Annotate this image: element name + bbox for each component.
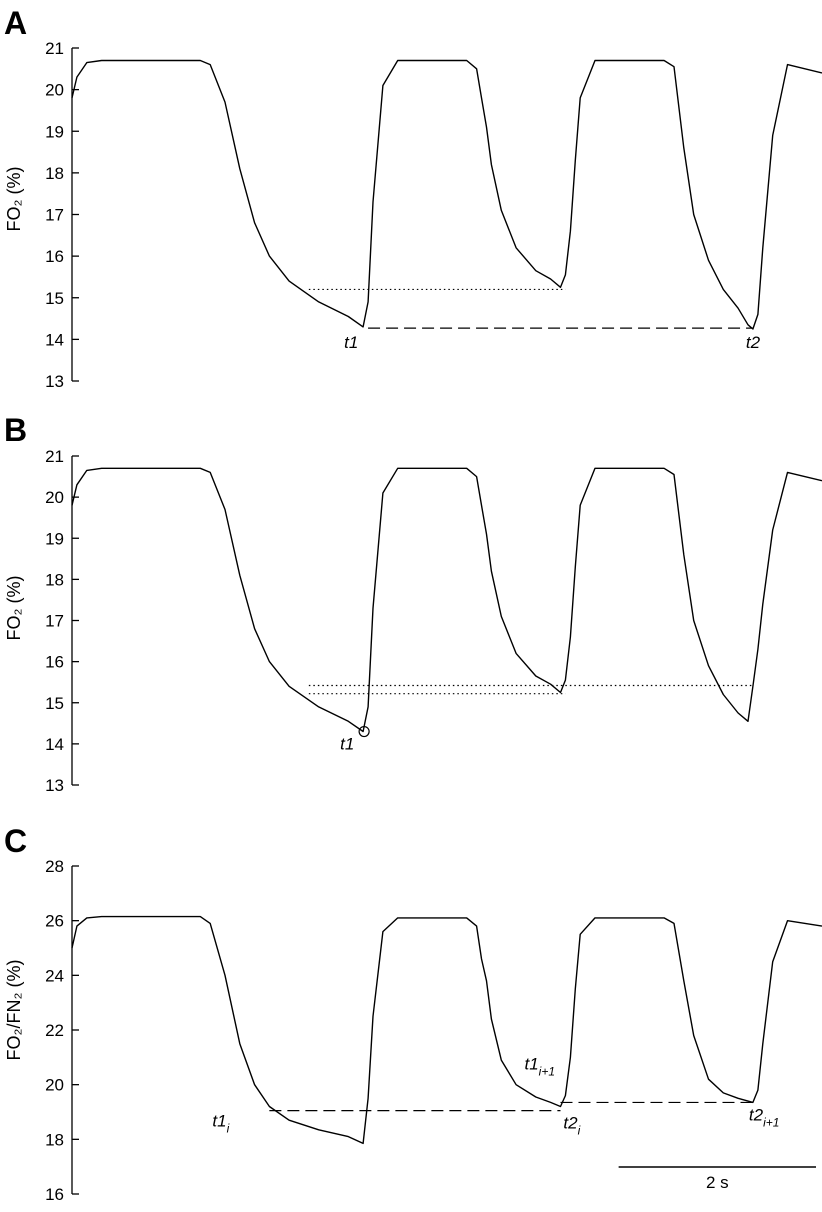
panel-b-y-tick-label: 14 [45,735,64,754]
panel-b-y-tick-label: 13 [45,776,64,795]
panel-a-y-tick-label: 13 [45,372,64,391]
panel-c-y-axis-label: FO₂/FN₂ (%) [4,960,24,1061]
panel-a-y-tick-label: 15 [45,289,64,308]
panel-a-point-label: t2 [746,333,761,352]
panel-a-letter: A [4,5,27,41]
panel-a-y-tick-label: 16 [45,247,64,266]
panel-c-point-label: t2i [563,1114,580,1138]
panel-b-y-tick-label: 17 [45,612,64,631]
panel-a: A 13 14 15 16 17 18 19 20 21 FO₂ (%) t1 t2 [4,5,822,391]
panel-c-point-label: t1i [212,1112,229,1136]
panel-a-y-tick-label: 20 [45,81,64,100]
panel-b-y-axis-label: FO₂ (%) [4,576,24,641]
panel-b: B 13 14 15 16 17 18 19 20 21 FO₂ (%) t1 [4,412,822,795]
panel-c-point-label: t2i+1 [749,1105,780,1129]
panel-c-scale-bar-label: 2 s [706,1173,729,1192]
panel-a-y-tick-label: 21 [45,39,64,58]
panel-c-y-tick-label: 16 [45,1185,64,1204]
panel-c-y-tick-label: 24 [45,966,64,985]
panel-c: C 16 18 20 22 24 26 28 FO₂/FN₂ (%) t1i t2i t1i+1 t2… [4,823,822,1204]
panel-b-marker-circle [358,725,370,738]
panel-c-y-tick-label: 22 [45,1021,64,1040]
panel-c-y-tick-label: 18 [45,1130,64,1149]
panel-c-y-tick-label: 28 [45,857,64,876]
panel-b-y-tick-label: 19 [45,529,64,548]
panel-a-y-axis-label: FO₂ (%) [4,167,24,232]
panel-b-point-label: t1 [340,735,354,754]
panel-c-trace [71,915,822,1145]
panel-a-trace [71,59,822,330]
panel-a-y-tick-label: 17 [45,206,64,225]
panel-c-y-tick-label: 20 [45,1076,64,1095]
panel-b-y-tick-label: 15 [45,694,64,713]
panel-a-point-label: t1 [344,333,358,352]
panel-c-letter: C [4,823,27,859]
panel-a-y-tick-label: 14 [45,330,64,349]
panel-b-y-tick-label: 20 [45,488,64,507]
panel-c-point-label: t1i+1 [524,1054,555,1078]
panel-b-y-tick-label: 21 [45,447,64,466]
panel-b-y-tick-label: 16 [45,653,64,672]
panel-b-letter: B [4,412,27,448]
panel-a-y-tick-label: 18 [45,164,64,183]
panel-c-y-tick-label: 26 [45,912,64,931]
panel-a-y-tick-label: 19 [45,122,64,141]
panel-b-y-tick-label: 18 [45,570,64,589]
panel-b-trace [71,467,822,733]
